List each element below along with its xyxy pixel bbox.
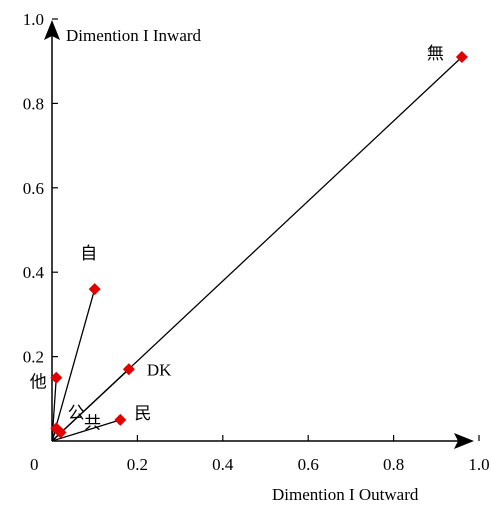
point-label: 無 — [427, 44, 444, 64]
point-marker — [50, 371, 63, 384]
x-axis-arrowhead — [454, 433, 474, 449]
origin-label: 0 — [30, 455, 39, 474]
point-label: 他 — [30, 373, 47, 393]
y-tick-label: 0.4 — [23, 263, 45, 282]
point-labels-layer: 無自 DK 民 他公共 — [30, 44, 444, 434]
ray-line — [51, 419, 121, 442]
tick-labels-layer: 0.2 0.4 0.6 0.8 1.0 0.2 0.4 0.6 0.8 1.0 — [23, 10, 490, 474]
ticks-layer — [52, 18, 480, 441]
x-tick-label: 0.6 — [298, 455, 319, 474]
axes — [44, 20, 474, 449]
point-marker — [122, 363, 135, 376]
y-axis-arrowhead — [44, 20, 60, 40]
point-marker — [54, 426, 67, 439]
point-label: 公 — [68, 403, 85, 423]
y-tick-label: 0.8 — [23, 94, 44, 113]
point-marker — [88, 283, 101, 296]
y-tick-label: 0.2 — [23, 348, 44, 367]
point-label: 民 — [134, 404, 151, 424]
y-tick-label: 1.0 — [23, 10, 44, 29]
x-tick-label: 0.4 — [212, 455, 234, 474]
x-tick-label: 0.2 — [127, 455, 148, 474]
point-marker — [455, 50, 468, 63]
point-label: DK — [147, 360, 172, 379]
point-label: 共 — [84, 414, 101, 434]
x-tick-label: 0.8 — [383, 455, 404, 474]
y-tick-label: 0.6 — [23, 179, 44, 198]
x-tick-label: 1.0 — [468, 455, 489, 474]
ray-line — [51, 288, 96, 442]
point-marker — [114, 413, 127, 426]
x-axis-title: Dimention I Outward — [272, 485, 419, 504]
point-label: 自 — [80, 244, 97, 264]
ray-line — [51, 368, 130, 442]
markers-layer — [50, 50, 468, 439]
rays-layer — [51, 56, 463, 442]
y-axis-title: Dimention I Inward — [66, 26, 202, 45]
